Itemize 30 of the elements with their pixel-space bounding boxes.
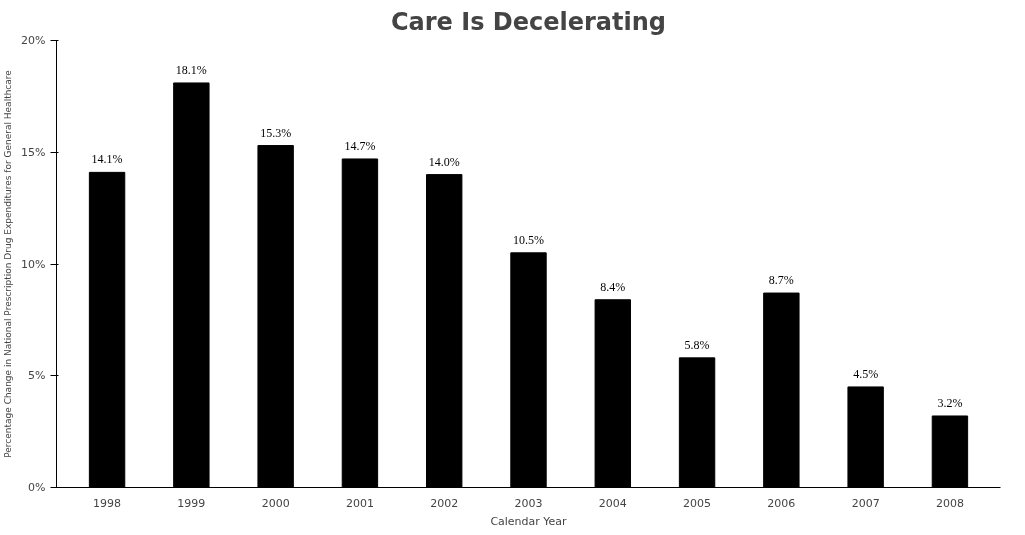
x-tick-label: 1999 — [177, 496, 206, 510]
x-tick-label: 2006 — [767, 496, 796, 510]
x-tick-label: 2002 — [430, 496, 459, 510]
data-label: 4.5% — [853, 366, 879, 381]
data-label: 14.7% — [344, 138, 376, 153]
x-tick-label: 2003 — [514, 496, 543, 510]
y-tick-label: 0% — [28, 481, 46, 494]
x-tick-label: 2000 — [261, 496, 290, 510]
x-tick-label: 2004 — [598, 496, 627, 510]
chart-title: Care Is Decelerating — [390, 7, 667, 36]
data-label: 14.1% — [91, 152, 123, 167]
x-tick-label: 1998 — [93, 496, 122, 510]
x-tick-label: 2007 — [851, 496, 880, 510]
x-tick-label: 2005 — [683, 496, 712, 510]
data-label: 8.7% — [768, 273, 794, 288]
y-axis-title: Percentage Change in National Prescription Drug Expenditures for General Healthcare — [3, 69, 14, 458]
data-label: 18.1% — [175, 62, 207, 77]
y-tick-label: 20% — [21, 34, 46, 47]
y-tick-label: 10% — [21, 257, 46, 271]
x-tick-label: 2001 — [345, 496, 374, 510]
data-label: 10.5% — [513, 232, 544, 247]
y-tick-label: 5% — [28, 369, 46, 383]
y-tick-label: 15% — [21, 145, 46, 159]
data-label: 8.4% — [600, 279, 626, 294]
x-tick-label: 2008 — [935, 496, 964, 510]
data-label: 14.0% — [428, 154, 460, 169]
data-label: 5.8% — [684, 337, 710, 352]
x-axis-title: Calendar Year — [490, 514, 568, 528]
data-label: 15.3% — [260, 125, 292, 140]
data-label: 3.2% — [937, 395, 963, 410]
